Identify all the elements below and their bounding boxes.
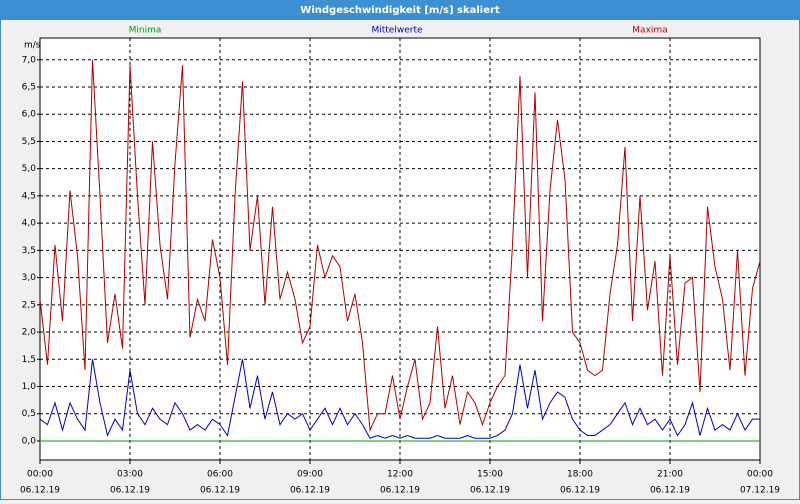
y-tick-label: 2,5: [22, 300, 36, 310]
y-tick-label: 6,0: [22, 110, 37, 120]
x-tick-date: 07.12.19: [740, 486, 780, 496]
x-tick-label: 21:00: [657, 470, 683, 480]
y-tick-label: 5,5: [22, 137, 36, 147]
x-tick-label: 00:00: [747, 470, 773, 480]
y-tick-label: 2,0: [22, 328, 37, 338]
x-tick-label: 15:00: [477, 470, 503, 480]
y-tick-label: 1,5: [22, 355, 36, 365]
x-tick-date: 06.12.19: [110, 486, 150, 496]
y-tick-label: 0,5: [22, 409, 36, 419]
x-tick-label: 09:00: [297, 470, 323, 480]
x-tick-date: 06.12.19: [20, 486, 60, 496]
x-tick-label: 00:00: [27, 470, 53, 480]
x-tick-label: 03:00: [117, 470, 143, 480]
x-tick-label: 12:00: [387, 470, 413, 480]
x-tick-label: 06:00: [207, 470, 233, 480]
y-tick-label: 0,0: [22, 436, 37, 446]
x-tick-date: 06.12.19: [380, 486, 420, 496]
chart-title: Windgeschwindigkeit [m/s] skaliert: [300, 5, 500, 16]
x-tick-date: 06.12.19: [560, 486, 600, 496]
title-bar: [0, 0, 800, 20]
y-tick-label: 7,0: [22, 55, 37, 65]
y-tick-label: 5,0: [22, 164, 37, 174]
y-tick-label: 4,5: [22, 191, 36, 201]
y-tick-label: 1,0: [22, 382, 37, 392]
y-tick-label: 6,5: [22, 83, 36, 93]
x-tick-date: 06.12.19: [650, 486, 690, 496]
x-tick-date: 06.12.19: [200, 486, 240, 496]
x-tick-date: 06.12.19: [470, 486, 510, 496]
y-axis-label: m/s: [24, 41, 41, 51]
legend-entry: Mittelwerte: [371, 26, 422, 36]
series-line: [39, 59, 761, 432]
y-tick-label: 3,5: [22, 246, 36, 256]
x-tick-label: 18:00: [567, 470, 593, 480]
x-tick-date: 06.12.19: [290, 486, 330, 496]
legend-entry: Minima: [129, 26, 162, 36]
legend-entry: Maxima: [632, 26, 667, 36]
y-tick-label: 3,0: [22, 273, 37, 283]
series-line: [39, 359, 760, 439]
y-tick-label: 4,0: [22, 219, 37, 229]
